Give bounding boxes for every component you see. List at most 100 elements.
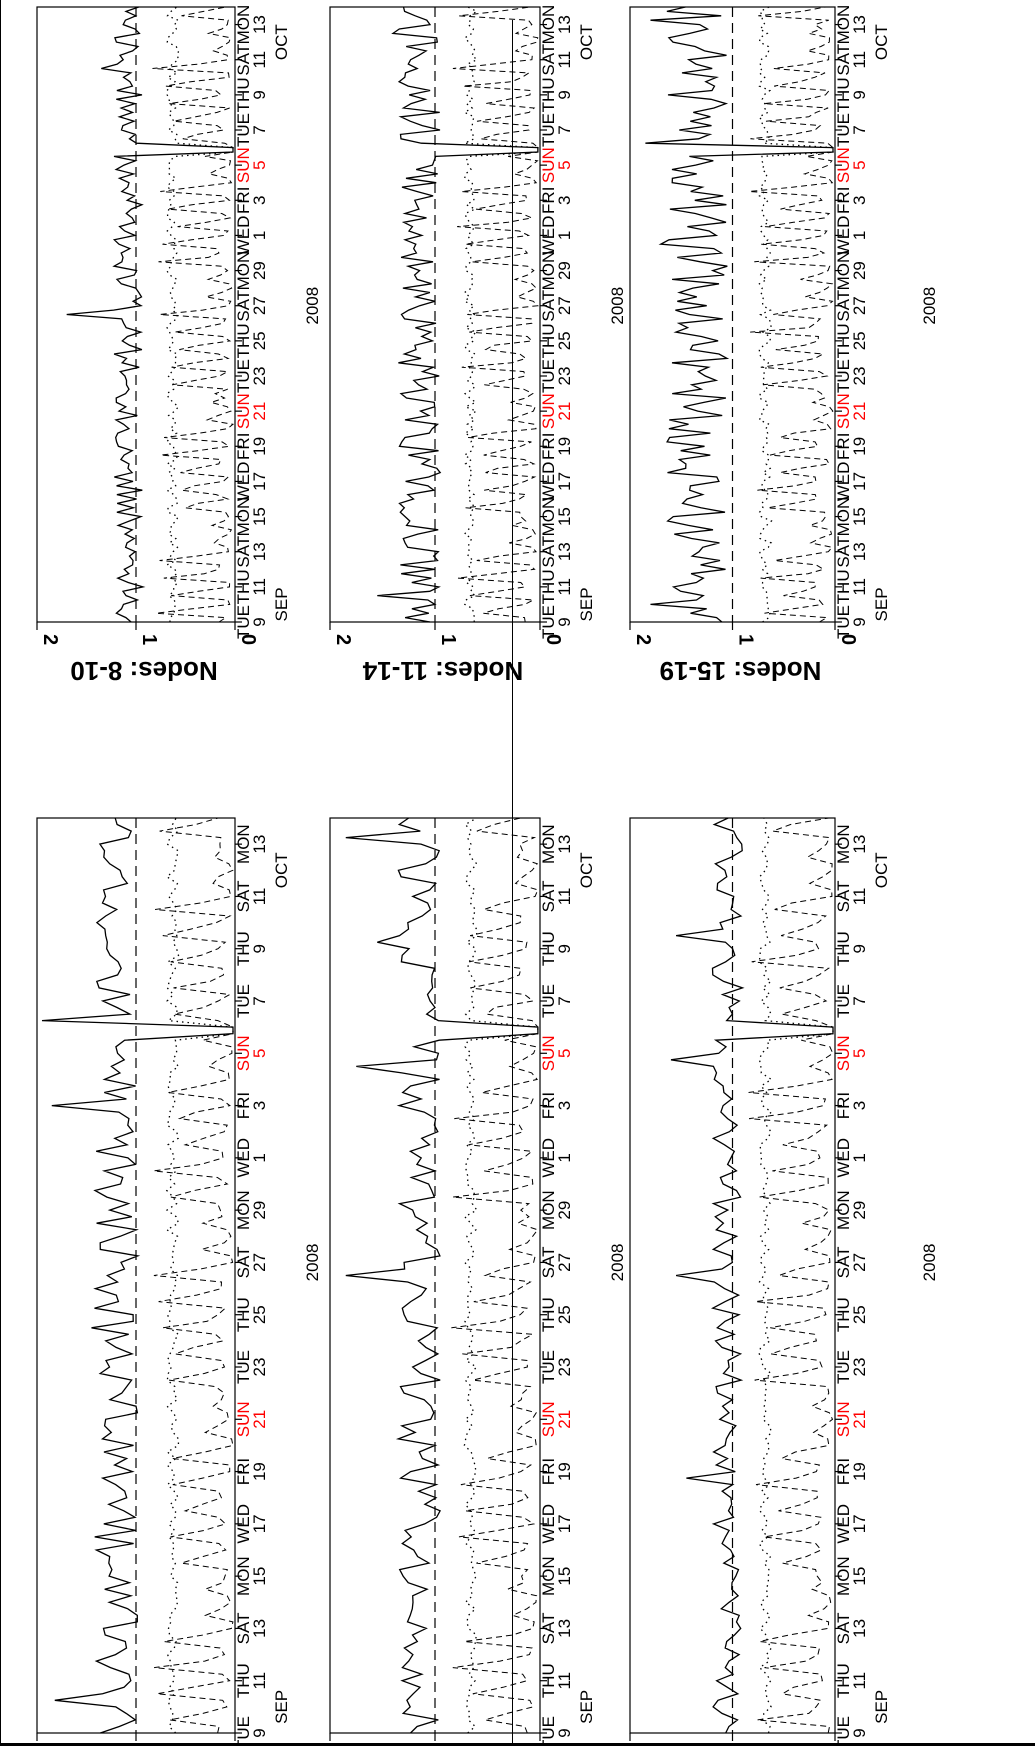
date-label: 17 bbox=[850, 1514, 869, 1533]
date-label: 3 bbox=[250, 1101, 269, 1110]
day-label: SAT bbox=[834, 881, 853, 913]
panel-title: Nodes: 8-10 bbox=[70, 656, 217, 686]
date-label: 21 bbox=[850, 402, 869, 421]
day-label: MON bbox=[834, 1556, 853, 1596]
day-label: MON bbox=[539, 251, 558, 291]
day-label: MON bbox=[539, 824, 558, 864]
date-label: 27 bbox=[250, 1253, 269, 1272]
day-label: MON bbox=[539, 1556, 558, 1596]
date-label: 23 bbox=[250, 1358, 269, 1377]
day-label: SAT bbox=[234, 44, 253, 76]
date-label: 13 bbox=[250, 1619, 269, 1638]
y-tick-label: 0 bbox=[542, 634, 564, 645]
date-label: 9 bbox=[555, 1728, 574, 1737]
day-label: MON bbox=[834, 824, 853, 864]
day-label: TUE bbox=[234, 1716, 253, 1746]
day-label: THU bbox=[539, 931, 558, 966]
date-label: 21 bbox=[555, 402, 574, 421]
date-label: 5 bbox=[555, 160, 574, 169]
series-dotted bbox=[165, 6, 234, 623]
day-label: MON bbox=[834, 497, 853, 537]
series-solid bbox=[670, 817, 834, 1734]
date-label: 29 bbox=[850, 261, 869, 280]
day-label: SAT bbox=[234, 1247, 253, 1279]
date-label: 21 bbox=[850, 1410, 869, 1429]
date-label: 23 bbox=[850, 1358, 869, 1377]
series-dotted bbox=[463, 817, 539, 1734]
date-label: 25 bbox=[850, 1305, 869, 1324]
date-label: 19 bbox=[250, 437, 269, 456]
day-label: THU bbox=[539, 569, 558, 604]
date-label: 27 bbox=[250, 296, 269, 315]
day-label: WED bbox=[834, 1138, 853, 1178]
date-label: 5 bbox=[250, 1049, 269, 1058]
date-label: 13 bbox=[250, 542, 269, 561]
date-label: 17 bbox=[250, 1514, 269, 1533]
date-label: 1 bbox=[850, 1153, 869, 1162]
date-label: 23 bbox=[555, 367, 574, 386]
day-label: TUE bbox=[834, 605, 853, 639]
date-label: 11 bbox=[250, 888, 269, 906]
date-label: 1 bbox=[850, 231, 869, 240]
day-label: TUE bbox=[539, 605, 558, 639]
day-label: TUE bbox=[234, 359, 253, 393]
date-label: 7 bbox=[555, 125, 574, 134]
day-label: FRI bbox=[834, 187, 853, 214]
day-label: SAT bbox=[539, 44, 558, 76]
date-label: 13 bbox=[555, 835, 574, 854]
date-label: 1 bbox=[555, 231, 574, 240]
day-label: FRI bbox=[539, 1458, 558, 1485]
day-label: SUN bbox=[834, 1401, 853, 1437]
series-solid bbox=[645, 6, 834, 623]
date-label: 25 bbox=[250, 331, 269, 350]
date-label: 19 bbox=[250, 1462, 269, 1481]
date-label: 27 bbox=[850, 296, 869, 315]
date-label: 9 bbox=[250, 944, 269, 953]
day-label: SAT bbox=[834, 1613, 853, 1645]
day-label: TUE bbox=[539, 1716, 558, 1746]
day-label: THU bbox=[539, 323, 558, 358]
day-label: THU bbox=[539, 1297, 558, 1332]
date-label: 15 bbox=[250, 507, 269, 526]
day-label: MON bbox=[539, 5, 558, 45]
date-label: 7 bbox=[850, 125, 869, 134]
day-label: WED bbox=[834, 1504, 853, 1544]
day-label: FRI bbox=[234, 1092, 253, 1119]
date-label: 9 bbox=[555, 90, 574, 99]
date-label: 25 bbox=[850, 331, 869, 350]
y-tick-label: 0 bbox=[237, 634, 259, 645]
day-label: FRI bbox=[234, 433, 253, 460]
day-label: MON bbox=[234, 1556, 253, 1596]
day-label: THU bbox=[234, 1663, 253, 1698]
day-label: SUN bbox=[834, 1035, 853, 1071]
day-label: THU bbox=[234, 931, 253, 966]
date-label: 13 bbox=[555, 15, 574, 34]
date-label: 13 bbox=[850, 15, 869, 34]
date-label: 9 bbox=[250, 617, 269, 626]
date-label: 17 bbox=[850, 472, 869, 491]
date-label: 13 bbox=[850, 835, 869, 854]
date-label: 3 bbox=[850, 196, 869, 205]
day-label: WED bbox=[234, 1138, 253, 1178]
day-label: MON bbox=[834, 251, 853, 291]
date-label: 17 bbox=[555, 1514, 574, 1533]
y-tick-label: 1 bbox=[437, 634, 459, 645]
date-label: 7 bbox=[250, 996, 269, 1005]
series-dashed bbox=[153, 817, 234, 1734]
date-label: 29 bbox=[850, 1201, 869, 1220]
date-label: 9 bbox=[555, 944, 574, 953]
day-label: MON bbox=[834, 5, 853, 45]
date-label: 13 bbox=[250, 835, 269, 854]
date-label: 13 bbox=[555, 542, 574, 561]
day-label: SUN bbox=[234, 147, 253, 183]
day-label: FRI bbox=[234, 187, 253, 214]
date-label: 29 bbox=[555, 261, 574, 280]
date-label: 13 bbox=[250, 15, 269, 34]
day-label: SUN bbox=[234, 393, 253, 429]
date-label: 21 bbox=[250, 1410, 269, 1429]
day-label: TUE bbox=[234, 113, 253, 147]
day-label: THU bbox=[834, 569, 853, 604]
date-label: 11 bbox=[250, 51, 269, 69]
